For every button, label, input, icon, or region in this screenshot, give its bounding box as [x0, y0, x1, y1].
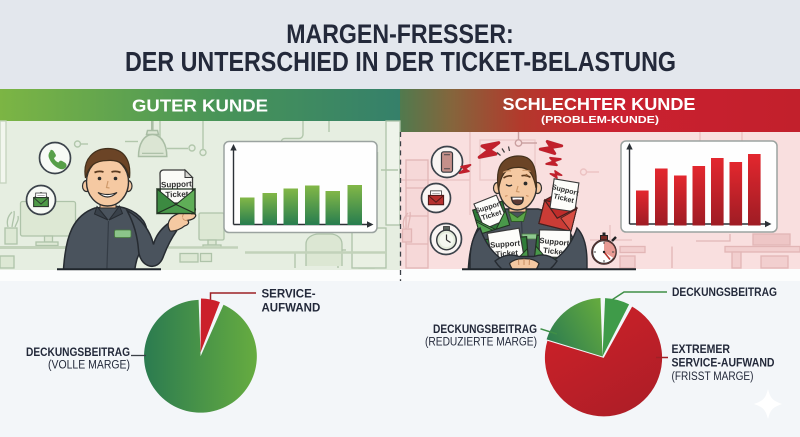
svg-text:(REDUZIERTE MARGE): (REDUZIERTE MARGE) — [425, 337, 537, 349]
svg-text:(VOLLE MARGE): (VOLLE MARGE) — [48, 360, 130, 372]
svg-text:Ticket: Ticket — [495, 248, 518, 259]
svg-text:Support: Support — [539, 236, 570, 248]
svg-text:(FRISST MARGE): (FRISST MARGE) — [672, 371, 754, 383]
svg-text:DECKUNGSBEITRAG: DECKUNGSBEITRAG — [672, 287, 777, 299]
svg-text:DECKUNGSBEITRAG: DECKUNGSBEITRAG — [433, 324, 537, 336]
svg-text:Ticket: Ticket — [165, 190, 189, 200]
svg-text:SERVICE-: SERVICE- — [262, 289, 316, 301]
svg-text:Support: Support — [161, 179, 192, 189]
svg-text:EXTREMER: EXTREMER — [672, 344, 731, 356]
svg-text:MARGEN-FRESSER:: MARGEN-FRESSER: — [286, 19, 514, 49]
svg-text:Ticket: Ticket — [543, 246, 567, 257]
svg-text:DECKUNGSBEITRAG: DECKUNGSBEITRAG — [26, 347, 130, 359]
svg-text:DER UNTERSCHIED IN DER TICKET-: DER UNTERSCHIED IN DER TICKET-BELASTUNG — [125, 46, 676, 77]
svg-text:SERVICE-AUFWAND: SERVICE-AUFWAND — [672, 357, 775, 369]
svg-text:Support: Support — [490, 239, 521, 250]
svg-text:GUTER KUNDE: GUTER KUNDE — [132, 96, 268, 116]
svg-text:AUFWAND: AUFWAND — [262, 303, 321, 315]
svg-text:SCHLECHTER KUNDE: SCHLECHTER KUNDE — [503, 94, 696, 114]
svg-text:(PROBLEM-KUNDE): (PROBLEM-KUNDE) — [541, 115, 659, 126]
